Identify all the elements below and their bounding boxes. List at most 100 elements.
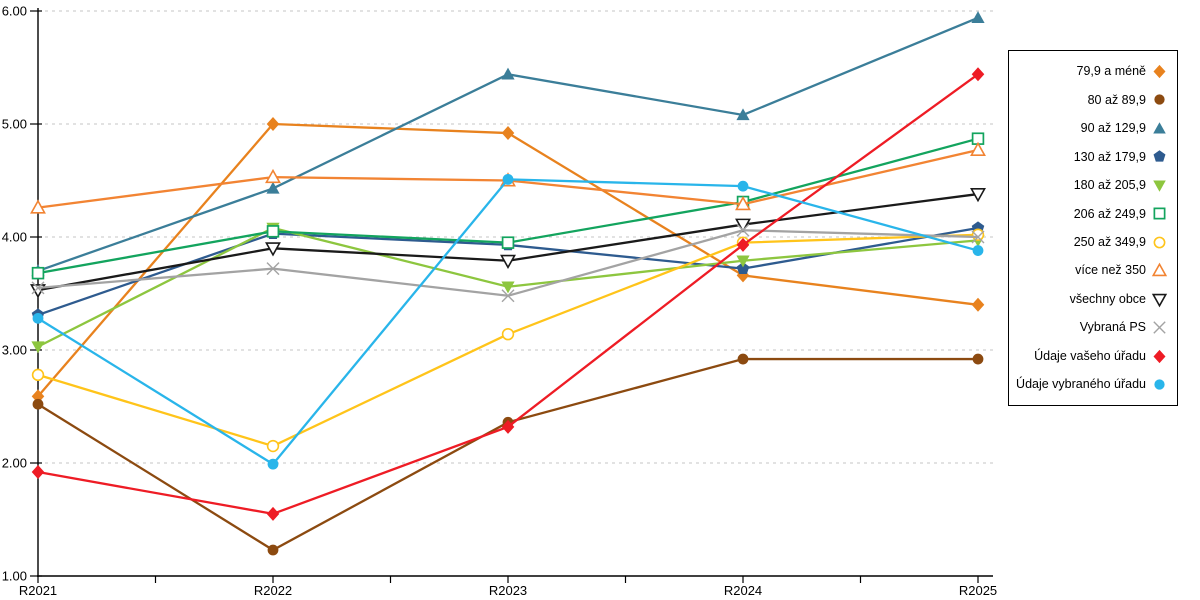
x-marker-icon [1153, 321, 1166, 334]
data-point-marker [32, 312, 44, 324]
data-point-marker [970, 188, 986, 203]
x-axis-tick-label: R2021 [19, 583, 57, 598]
legend-item-label: 130 až 179,9 [1073, 149, 1146, 164]
data-point-marker [972, 245, 984, 256]
data-point-marker [736, 255, 750, 268]
data-point-marker [1151, 293, 1168, 308]
legend-item: 130 až 179,9 [1015, 148, 1168, 165]
legend-item: 206 až 249,9 [1015, 205, 1168, 222]
x-axis-tick-label: R2024 [724, 583, 762, 598]
y-axis-tick-label: 4.00 [2, 230, 27, 245]
data-point-marker [31, 266, 45, 280]
legend-item-label: 250 až 349,9 [1073, 234, 1146, 249]
data-point-marker [736, 108, 750, 121]
diamond-marker-icon [1153, 64, 1166, 79]
data-point-marker [736, 268, 750, 283]
y-axis-tick-label: 3.00 [2, 343, 27, 358]
diamond-marker-icon [1153, 349, 1166, 363]
circle-marker-icon [1154, 94, 1165, 106]
data-point-marker [501, 236, 515, 249]
y-axis-tick-label: 1.00 [2, 569, 27, 584]
data-point-marker [30, 199, 46, 214]
series-4 [31, 221, 985, 321]
data-point-marker [267, 458, 279, 470]
legend-item: 79,9 a méně [1015, 63, 1168, 80]
data-point-marker [735, 218, 751, 233]
x-axis-tick-label: R2025 [959, 583, 997, 598]
legend-item-label: 206 až 249,9 [1073, 206, 1146, 221]
data-point-marker [1154, 94, 1165, 106]
triangle-up-marker-icon [1151, 262, 1168, 277]
series-11 [31, 67, 985, 521]
data-point-marker [31, 389, 45, 404]
legend-item: 180 až 205,9 [1015, 177, 1168, 194]
data-point-marker [266, 439, 280, 453]
data-point-marker [1153, 64, 1166, 79]
legend-item-label: 80 až 89,9 [1087, 92, 1146, 107]
series-9 [30, 188, 986, 299]
pentagon-marker-icon [1153, 150, 1166, 162]
x-axis-tick-label: R2023 [489, 583, 527, 598]
series-2 [32, 353, 984, 556]
data-point-marker [31, 368, 45, 382]
data-point-marker [1153, 150, 1166, 162]
series-3 [31, 11, 985, 277]
series-12 [32, 173, 984, 470]
data-point-marker [1153, 180, 1166, 192]
legend: 79,9 a méně 80 až 89,9 90 až 129,9 130 až 1… [1008, 50, 1178, 406]
circle-marker-icon [1154, 379, 1165, 390]
data-point-marker [501, 327, 515, 341]
legend-item: 80 až 89,9 [1015, 91, 1168, 108]
series-line [37, 73, 979, 516]
data-point-marker [735, 195, 751, 211]
data-point-marker [266, 225, 280, 238]
legend-item: více než 350 [1015, 262, 1168, 279]
data-point-marker [32, 398, 44, 410]
data-point-marker [971, 11, 985, 23]
data-point-marker [265, 168, 281, 184]
data-point-marker [266, 181, 280, 194]
data-point-marker [1153, 207, 1166, 220]
data-point-marker [267, 544, 279, 556]
data-point-marker [266, 506, 280, 521]
data-point-marker [31, 465, 45, 480]
data-point-marker [1153, 122, 1166, 134]
legend-item: Údaje vybraného úřadu [1015, 376, 1168, 393]
y-axis-tick-label: 2.00 [2, 456, 27, 471]
data-point-marker [736, 237, 750, 252]
data-point-marker [737, 353, 749, 365]
x-axis-tick-label: R2022 [254, 583, 292, 598]
data-point-marker [736, 262, 750, 274]
legend-item-label: 79,9 a méně [1076, 64, 1147, 79]
data-point-marker [1153, 236, 1166, 249]
data-point-marker [971, 297, 985, 312]
line-chart: 1.00 2.00 3.00 4.00 5.00 6.00 R2021 R2022 R2023 R… [2, 4, 997, 599]
legend-item: 90 až 129,9 [1015, 120, 1168, 137]
legend-item: Údaje vašeho úřadu [1015, 348, 1168, 365]
data-point-marker [971, 230, 985, 244]
data-point-marker [31, 341, 45, 354]
data-point-marker [501, 419, 515, 434]
legend-item-label: 180 až 205,9 [1073, 178, 1146, 193]
series-line [37, 357, 978, 552]
data-point-marker [31, 281, 45, 295]
data-point-marker [972, 353, 984, 365]
legend-item-label: více než 350 [1075, 263, 1146, 278]
legend-item-label: Údaje vašeho úřadu [1034, 348, 1146, 363]
data-point-marker [971, 228, 985, 241]
legend-item-label: 90 až 129,9 [1080, 121, 1146, 136]
data-point-marker [500, 254, 516, 269]
triangle-up-marker-icon [1153, 122, 1166, 134]
data-point-marker [266, 117, 280, 131]
data-point-marker [737, 180, 749, 192]
data-point-marker [971, 67, 985, 82]
legend-item: Vybraná PS [1015, 319, 1168, 336]
data-point-marker [1153, 349, 1166, 363]
data-point-marker [736, 223, 750, 237]
data-point-marker [1151, 262, 1168, 277]
data-point-marker [265, 242, 281, 257]
data-point-marker [1153, 321, 1166, 334]
y-axis-tick-label: 5.00 [2, 117, 27, 132]
legend-item-label: Vybraná PS [1079, 320, 1146, 335]
